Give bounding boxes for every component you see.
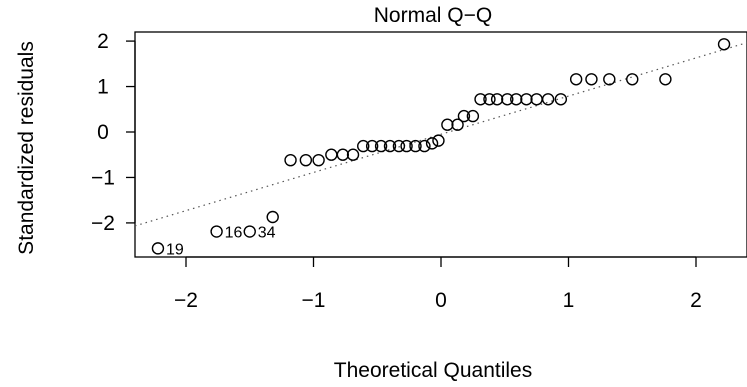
data-point xyxy=(312,153,325,167)
data-point xyxy=(520,93,533,106)
y-axis-label: Standardized residuals xyxy=(15,41,38,255)
data-points xyxy=(151,38,731,255)
x-tick-label: −2 xyxy=(174,289,198,312)
data-point xyxy=(284,153,297,167)
data-point xyxy=(210,225,223,238)
data-point xyxy=(418,139,431,153)
data-point xyxy=(266,210,279,224)
data-point xyxy=(466,109,480,123)
y-tick-label: −2 xyxy=(91,212,115,235)
data-point xyxy=(374,139,388,153)
data-point xyxy=(717,38,731,51)
data-point xyxy=(392,139,406,153)
y-axis: −2 −1 0 1 2 xyxy=(91,30,136,235)
data-point xyxy=(357,139,370,153)
data-point xyxy=(501,93,514,106)
data-point xyxy=(336,148,350,161)
data-point xyxy=(325,148,338,161)
x-tick-label: −1 xyxy=(302,289,326,312)
data-point xyxy=(541,93,555,106)
data-point xyxy=(383,139,397,153)
data-point xyxy=(554,93,568,106)
data-point xyxy=(626,73,639,86)
data-point xyxy=(510,93,523,106)
point-labels: 19 16 34 xyxy=(166,225,276,259)
data-point xyxy=(490,93,504,106)
point-label: 19 xyxy=(166,241,184,258)
data-point xyxy=(425,137,439,150)
data-point xyxy=(243,225,256,238)
data-point xyxy=(474,93,487,106)
data-point xyxy=(441,118,454,131)
point-label: 16 xyxy=(225,225,243,242)
data-point xyxy=(603,73,616,86)
data-point xyxy=(346,148,360,161)
data-point xyxy=(457,109,471,123)
plot-frame xyxy=(134,31,747,258)
data-point xyxy=(530,93,543,106)
x-tick-label: 0 xyxy=(435,289,447,312)
y-tick-label: 2 xyxy=(97,30,109,53)
data-point xyxy=(409,139,422,153)
data-point xyxy=(365,139,379,153)
data-point xyxy=(432,134,445,147)
data-point xyxy=(299,153,313,167)
data-point xyxy=(659,73,672,86)
y-tick-label: 1 xyxy=(97,76,109,99)
y-tick-label: −1 xyxy=(91,166,115,189)
data-point xyxy=(483,93,496,106)
data-point xyxy=(569,73,583,86)
x-axis-label: Theoretical Quantiles xyxy=(334,359,532,382)
reference-line xyxy=(134,42,747,227)
x-tick-label: 1 xyxy=(563,289,575,312)
data-point xyxy=(400,139,413,153)
data-point xyxy=(151,242,165,255)
point-label: 34 xyxy=(258,225,276,242)
chart-title: Normal Q−Q xyxy=(374,4,492,27)
data-point xyxy=(585,73,598,86)
y-tick-label: 0 xyxy=(97,121,109,144)
data-point xyxy=(451,118,464,131)
x-axis: −2 −1 0 1 2 xyxy=(174,256,702,312)
x-tick-label: 2 xyxy=(690,289,702,312)
